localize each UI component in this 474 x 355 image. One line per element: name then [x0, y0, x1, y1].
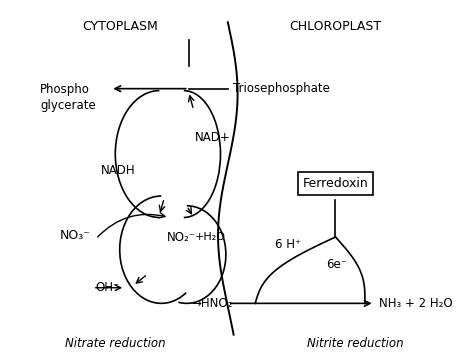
Text: 6 H⁺: 6 H⁺ [275, 238, 301, 251]
Text: +H₂O: +H₂O [194, 232, 226, 242]
Text: NH₃ + 2 H₂O: NH₃ + 2 H₂O [380, 297, 453, 310]
Text: →HNO₂: →HNO₂ [191, 297, 233, 310]
Text: Ferredoxin: Ferredoxin [302, 177, 368, 190]
Text: Nitrate reduction: Nitrate reduction [65, 337, 165, 350]
Text: Nitrite reduction: Nitrite reduction [307, 337, 403, 350]
Text: OH⁻: OH⁻ [96, 281, 120, 294]
Text: CYTOPLASM: CYTOPLASM [82, 20, 158, 33]
Text: CHLOROPLAST: CHLOROPLAST [290, 20, 382, 33]
Text: NAD+: NAD+ [194, 131, 230, 144]
Text: Phospho
glycerate: Phospho glycerate [40, 83, 96, 112]
Text: 6e⁻: 6e⁻ [326, 258, 346, 271]
Text: Triosephosphate: Triosephosphate [233, 82, 329, 95]
Text: NO₃⁻: NO₃⁻ [60, 229, 91, 241]
Text: NO₂⁻: NO₂⁻ [167, 230, 196, 244]
Text: NADH: NADH [100, 164, 135, 177]
